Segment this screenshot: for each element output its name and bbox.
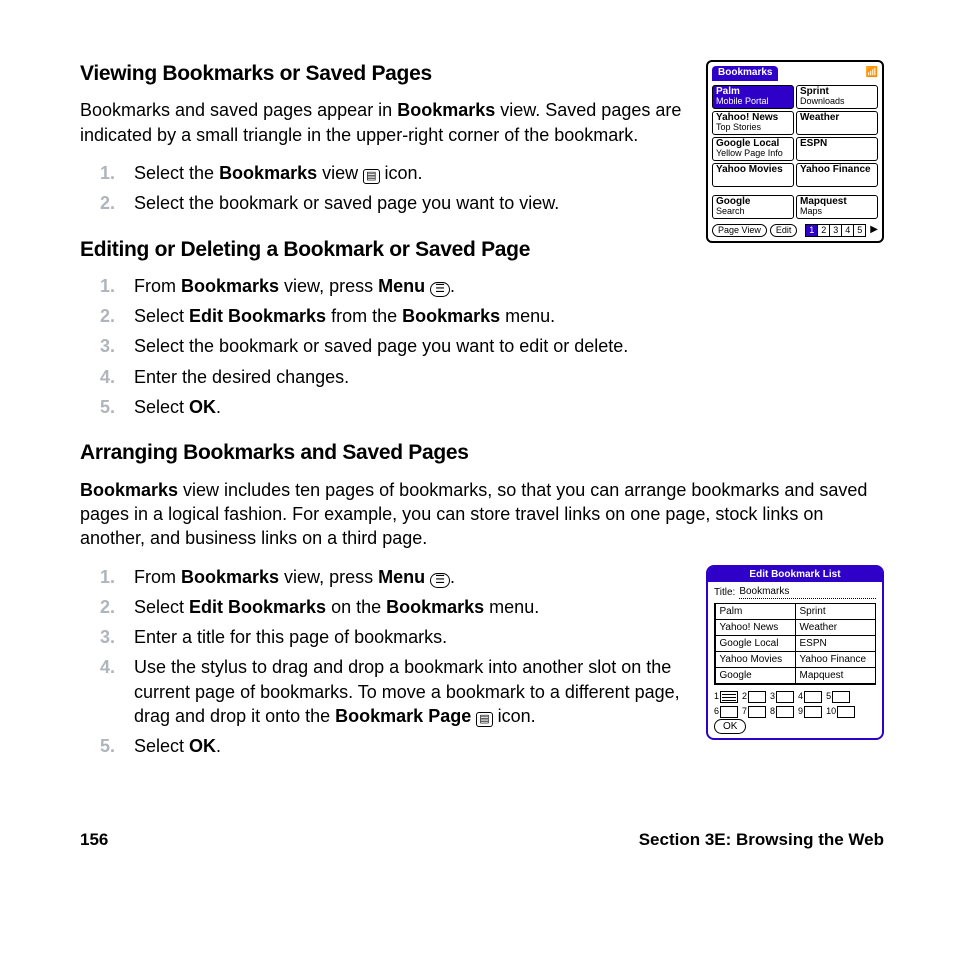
menu-icon: ☰ <box>430 282 450 297</box>
page-slot[interactable] <box>832 691 850 703</box>
bookmark-list-cell[interactable]: ESPN <box>795 635 876 652</box>
page-number: 156 <box>80 829 108 852</box>
edit-bookmark-list-figure: Edit Bookmark List Title: Bookmarks Palm… <box>706 565 884 740</box>
view-step-1: Select the Bookmarks view ▤ icon. <box>134 161 684 185</box>
bookmark-page-icon: ▤ <box>476 712 492 727</box>
bookmark-cell[interactable]: Yahoo Finance <box>796 163 878 187</box>
page-tab[interactable]: 5 <box>853 224 866 237</box>
dialog-title: Edit Bookmark List <box>708 567 882 582</box>
bookmark-cell[interactable]: SprintDownloads <box>796 85 878 109</box>
bookmarks-device-tab: Bookmarks <box>712 66 778 81</box>
heading-editing: Editing or Deleting a Bookmark or Saved … <box>80 236 684 264</box>
title-field-value[interactable]: Bookmarks <box>739 586 876 599</box>
heading-arranging: Arranging Bookmarks and Saved Pages <box>80 439 884 467</box>
page-slot[interactable] <box>748 691 766 703</box>
page-view-button[interactable]: Page View <box>712 224 767 237</box>
view-step-2: Select the bookmark or saved page you wa… <box>134 191 684 215</box>
bookmark-cell[interactable]: Yahoo! NewsTop Stories <box>712 111 794 135</box>
signal-icon: 📶 <box>866 68 878 79</box>
arrange-step-1: From Bookmarks view, press Menu ☰. <box>134 565 684 589</box>
page-slot[interactable] <box>804 706 822 718</box>
edit-step-2: Select Edit Bookmarks from the Bookmarks… <box>134 304 884 328</box>
page-slot[interactable] <box>837 706 855 718</box>
arrange-step-2: Select Edit Bookmarks on the Bookmarks m… <box>134 595 684 619</box>
ok-button[interactable]: OK <box>714 719 746 734</box>
bookmark-list-cell[interactable]: Google <box>715 667 796 684</box>
bookmarks-device-figure: Bookmarks 📶 PalmMobile PortalSprintDownl… <box>706 60 884 243</box>
bookmark-cell[interactable]: PalmMobile Portal <box>712 85 794 109</box>
intro-para-1: Bookmarks and saved pages appear in Book… <box>80 98 684 147</box>
page-slot[interactable] <box>804 691 822 703</box>
bookmark-list-cell[interactable]: Google Local <box>715 635 796 652</box>
bookmark-cell[interactable]: Yahoo Movies <box>712 163 794 187</box>
heading-viewing: Viewing Bookmarks or Saved Pages <box>80 60 684 88</box>
edit-step-1: From Bookmarks view, press Menu ☰. <box>134 274 884 298</box>
page-slot[interactable] <box>748 706 766 718</box>
intro-para-2: Bookmarks view includes ten pages of boo… <box>80 478 884 551</box>
bookmark-list-cell[interactable]: Yahoo! News <box>715 619 796 636</box>
arrange-step-3: Enter a title for this page of bookmarks… <box>134 625 684 649</box>
bookmark-list-cell[interactable]: Mapquest <box>795 667 876 684</box>
edit-step-4: Enter the desired changes. <box>134 365 884 389</box>
bookmark-cell[interactable]: ESPN <box>796 137 878 161</box>
bookmark-cell[interactable]: Weather <box>796 111 878 135</box>
title-field-label: Title: <box>714 587 735 598</box>
page-slot[interactable] <box>720 706 738 718</box>
page-slot[interactable] <box>776 691 794 703</box>
page-slot[interactable] <box>720 691 738 703</box>
edit-step-5: Select OK. <box>134 395 884 419</box>
bookmark-cell[interactable]: Google LocalYellow Page Info <box>712 137 794 161</box>
bookmark-cell[interactable]: GoogleSearch <box>712 195 794 219</box>
edit-button[interactable]: Edit <box>770 224 798 237</box>
next-page-arrow-icon[interactable]: ▶ <box>870 225 878 236</box>
menu-icon: ☰ <box>430 573 450 588</box>
section-label: Section 3E: Browsing the Web <box>639 829 884 852</box>
arrange-step-5: Select OK. <box>134 734 684 758</box>
bookmark-cell[interactable]: MapquestMaps <box>796 195 878 219</box>
bookmark-list-cell[interactable]: Yahoo Finance <box>795 651 876 668</box>
page-slot[interactable] <box>776 706 794 718</box>
bookmark-list-cell[interactable]: Yahoo Movies <box>715 651 796 668</box>
bookmark-list-cell[interactable]: Palm <box>715 603 796 620</box>
bookmark-list-cell[interactable]: Sprint <box>795 603 876 620</box>
bookmark-list-cell[interactable]: Weather <box>795 619 876 636</box>
edit-step-3: Select the bookmark or saved page you wa… <box>134 334 884 358</box>
arrange-step-4: Use the stylus to drag and drop a bookma… <box>134 655 684 728</box>
bookmarks-view-icon: ▤ <box>363 169 379 184</box>
